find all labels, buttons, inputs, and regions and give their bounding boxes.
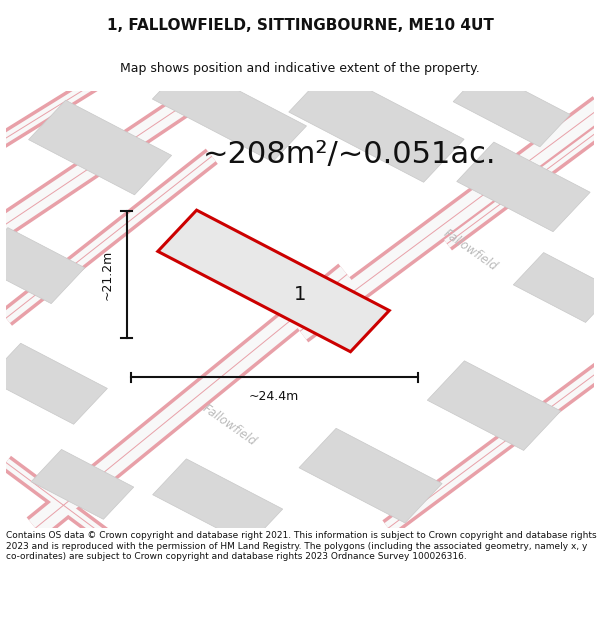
- Text: Contains OS data © Crown copyright and database right 2021. This information is : Contains OS data © Crown copyright and d…: [6, 531, 596, 561]
- Text: 1: 1: [294, 284, 306, 304]
- Text: Fallowfield: Fallowfield: [441, 227, 500, 274]
- Polygon shape: [31, 449, 134, 519]
- Polygon shape: [0, 228, 85, 304]
- Text: ~21.2m: ~21.2m: [101, 249, 113, 299]
- Text: ~208m²/~0.051ac.: ~208m²/~0.051ac.: [203, 139, 496, 169]
- Text: 1, FALLOWFIELD, SITTINGBOURNE, ME10 4UT: 1, FALLOWFIELD, SITTINGBOURNE, ME10 4UT: [107, 18, 493, 32]
- Polygon shape: [152, 459, 283, 545]
- Polygon shape: [0, 343, 107, 424]
- Polygon shape: [453, 69, 570, 147]
- Text: Map shows position and indicative extent of the property.: Map shows position and indicative extent…: [120, 62, 480, 75]
- Text: Fallowfield: Fallowfield: [200, 402, 259, 449]
- Polygon shape: [29, 100, 172, 195]
- Polygon shape: [513, 253, 600, 322]
- Polygon shape: [457, 142, 590, 232]
- Polygon shape: [299, 428, 442, 523]
- Polygon shape: [289, 69, 464, 182]
- Polygon shape: [152, 63, 307, 162]
- Text: ~24.4m: ~24.4m: [249, 390, 299, 403]
- Polygon shape: [158, 210, 389, 352]
- Polygon shape: [427, 361, 561, 451]
